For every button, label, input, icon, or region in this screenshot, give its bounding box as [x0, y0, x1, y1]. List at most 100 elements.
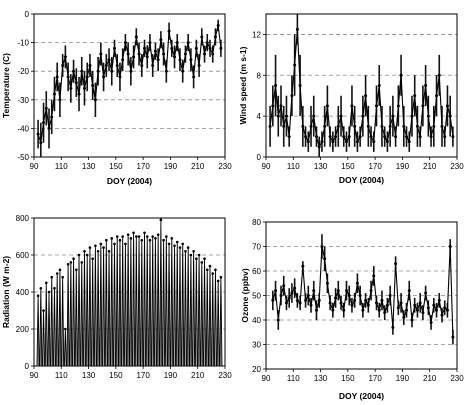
data-point-1-wind-speed-7 — [287, 135, 291, 139]
data-point-0-temperature-7 — [55, 75, 59, 79]
data-point-3-ozone-26 — [342, 308, 346, 312]
data-point-2-radiation-55 — [186, 246, 190, 249]
data-point-2-radiation-63 — [208, 264, 212, 268]
data-spike-2-radiation-32 — [123, 243, 127, 367]
data-point-0-temperature-35 — [132, 55, 136, 59]
y-axis-label-3-ozone: Ozone (ppbv) — [240, 268, 250, 322]
x-tick-label-1-wind-speed-2: 130 — [314, 162, 328, 171]
data-point-0-temperature-58 — [194, 46, 198, 50]
data-point-1-wind-speed-54 — [415, 124, 419, 128]
data-point-3-ozone-13 — [306, 294, 310, 297]
data-point-2-radiation-32 — [124, 242, 127, 246]
data-spike-2-radiation-18 — [85, 254, 89, 367]
data-point-2-radiation-66 — [216, 279, 220, 283]
x-tick-label-0-temperature-5: 190 — [164, 162, 178, 171]
data-point-0-temperature-62 — [205, 41, 209, 45]
data-spike-2-radiation-23 — [99, 243, 103, 367]
data-point-1-wind-speed-52 — [410, 114, 414, 118]
data-point-2-radiation-31 — [121, 235, 124, 238]
data-point-2-radiation-25 — [105, 238, 108, 242]
data-point-2-radiation-64 — [211, 272, 215, 275]
data-point-0-temperature-18 — [85, 75, 89, 79]
data-point-0-temperature-48 — [167, 29, 171, 33]
data-point-3-ozone-16 — [314, 308, 318, 312]
data-point-1-wind-speed-55 — [418, 135, 422, 139]
y-axis-label-2-radiation: Radiation (W m-2) — [1, 256, 11, 328]
y-tick-label-1-wind-speed-3: 12 — [252, 30, 261, 39]
data-point-0-temperature-23 — [99, 52, 103, 56]
x-tick-label-1-wind-speed-3: 150 — [341, 162, 355, 171]
data-point-2-radiation-22 — [96, 250, 100, 253]
data-point-3-ozone-33 — [361, 308, 365, 312]
data-point-1-wind-speed-28 — [344, 140, 348, 144]
data-point-0-temperature-8 — [58, 98, 62, 102]
data-point-1-wind-speed-11 — [298, 84, 302, 87]
data-point-2-radiation-20 — [91, 257, 94, 261]
data-point-1-wind-speed-48 — [399, 73, 403, 77]
data-point-0-temperature-13 — [72, 69, 76, 73]
data-spike-2-radiation-33 — [126, 234, 130, 367]
data-point-2-radiation-0 — [36, 294, 40, 298]
data-point-0-temperature-19 — [88, 63, 92, 67]
data-point-1-wind-speed-6 — [284, 114, 288, 118]
x-tick-label-1-wind-speed-7: 230 — [450, 162, 464, 171]
data-point-0-temperature-6 — [52, 92, 56, 96]
data-point-0-temperature-28 — [112, 46, 116, 50]
data-point-2-radiation-49 — [170, 237, 174, 240]
data-spike-2-radiation-52 — [178, 247, 182, 367]
data-point-3-ozone-44 — [391, 325, 395, 329]
data-point-3-ozone-45 — [394, 262, 398, 266]
data-point-0-temperature-57 — [192, 75, 196, 79]
data-spike-2-radiation-13 — [72, 258, 76, 367]
data-spike-2-radiation-5 — [50, 277, 54, 367]
data-point-2-radiation-24 — [102, 246, 105, 249]
data-spike-2-radiation-0 — [36, 295, 40, 367]
data-point-1-wind-speed-36 — [366, 124, 370, 128]
data-spike-2-radiation-12 — [69, 262, 73, 367]
data-point-0-temperature-41 — [148, 41, 152, 45]
x-tick-label-0-temperature-2: 130 — [82, 162, 96, 171]
data-spike-2-radiation-20 — [91, 258, 95, 367]
data-point-1-wind-speed-44 — [388, 124, 392, 128]
data-point-3-ozone-28 — [347, 294, 351, 297]
data-point-3-ozone-17 — [317, 298, 321, 302]
data-point-2-radiation-61 — [203, 257, 206, 261]
data-point-2-radiation-52 — [178, 246, 182, 249]
data-spike-2-radiation-64 — [211, 273, 215, 367]
data-spike-2-radiation-27 — [110, 238, 114, 367]
data-point-1-wind-speed-64 — [443, 135, 447, 139]
data-point-3-ozone-51 — [410, 318, 414, 322]
data-point-3-ozone-49 — [405, 308, 409, 312]
data-point-3-ozone-41 — [383, 311, 387, 315]
x-tick-label-2-radiation-1: 110 — [55, 371, 68, 380]
data-point-0-temperature-15 — [77, 92, 81, 96]
data-spike-2-radiation-53 — [181, 243, 185, 367]
data-point-0-temperature-10 — [63, 55, 67, 59]
data-point-0-temperature-21 — [93, 98, 97, 102]
data-point-3-ozone-62 — [440, 313, 444, 317]
data-spike-2-radiation-14 — [74, 269, 78, 367]
data-point-3-ozone-47 — [399, 301, 403, 305]
data-point-0-temperature-66 — [216, 23, 220, 27]
data-spike-2-radiation-36 — [134, 236, 138, 367]
data-point-0-temperature-26 — [107, 58, 111, 62]
data-spike-2-radiation-41 — [148, 240, 152, 367]
data-point-1-wind-speed-13 — [304, 135, 308, 139]
x-tick-label-3-ozone-7: 230 — [450, 374, 464, 383]
data-point-3-ozone-29 — [350, 303, 354, 307]
y-axis-label-0-temperature: Temperature (C) — [1, 53, 11, 118]
data-point-0-temperature-1 — [39, 141, 43, 145]
data-point-0-temperature-53 — [181, 69, 185, 73]
data-point-0-temperature-9 — [61, 63, 65, 67]
data-point-0-temperature-34 — [129, 69, 133, 73]
data-spike-2-radiation-26 — [107, 251, 111, 367]
data-point-0-temperature-55 — [186, 41, 190, 45]
data-point-2-radiation-5 — [50, 275, 54, 279]
data-point-1-wind-speed-65 — [445, 104, 449, 108]
y-tick-label-0-temperature-4: -10 — [17, 39, 29, 48]
data-point-3-ozone-65 — [448, 245, 452, 248]
data-point-2-radiation-16 — [80, 261, 84, 264]
data-point-0-temperature-25 — [104, 63, 108, 67]
x-tick-label-2-radiation-0: 90 — [30, 371, 39, 380]
data-point-2-radiation-23 — [99, 242, 103, 246]
